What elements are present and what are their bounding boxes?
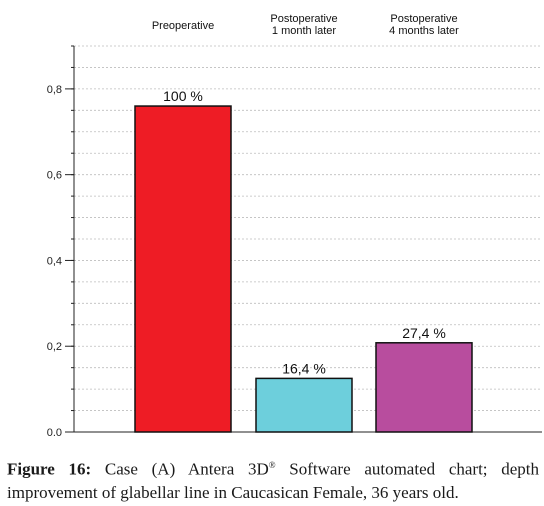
- bar-chart: 0.0 0,2 0,4 0,6 0,8 100 % 16,4 % 27,4 % Preope…: [47, 13, 542, 439]
- category-label: 1 month later: [272, 25, 337, 37]
- category-label: 4 months later: [389, 25, 459, 37]
- caption-label: Figure 16:: [7, 459, 92, 479]
- y-tick-label: 0,6: [47, 170, 62, 182]
- category-label: Postoperative: [270, 13, 337, 25]
- caption-text-before: Case (A) Antera 3D: [91, 459, 269, 479]
- registered-mark: ®: [268, 460, 276, 470]
- y-tick-label: 0,8: [47, 84, 62, 96]
- data-label: 27,4 %: [402, 325, 446, 341]
- figure-caption: Figure 16: Case (A) Antera 3D® Software …: [7, 454, 539, 504]
- bar: [375, 342, 473, 433]
- bar: [255, 377, 353, 433]
- data-label: 16,4 %: [282, 360, 326, 376]
- data-labels: 100 % 16,4 % 27,4 %: [163, 88, 446, 376]
- caption-text-after: Software automated chart; depth improvem…: [7, 459, 539, 502]
- category-label: Postoperative: [390, 13, 457, 25]
- bar: [134, 105, 232, 433]
- data-label: 100 %: [163, 88, 203, 104]
- y-tick-label: 0.0: [47, 427, 62, 439]
- y-tick-label: 0,2: [47, 341, 62, 353]
- category-label: Preoperative: [152, 20, 214, 32]
- bars: [134, 105, 473, 433]
- y-tick-label: 0,4: [47, 255, 62, 267]
